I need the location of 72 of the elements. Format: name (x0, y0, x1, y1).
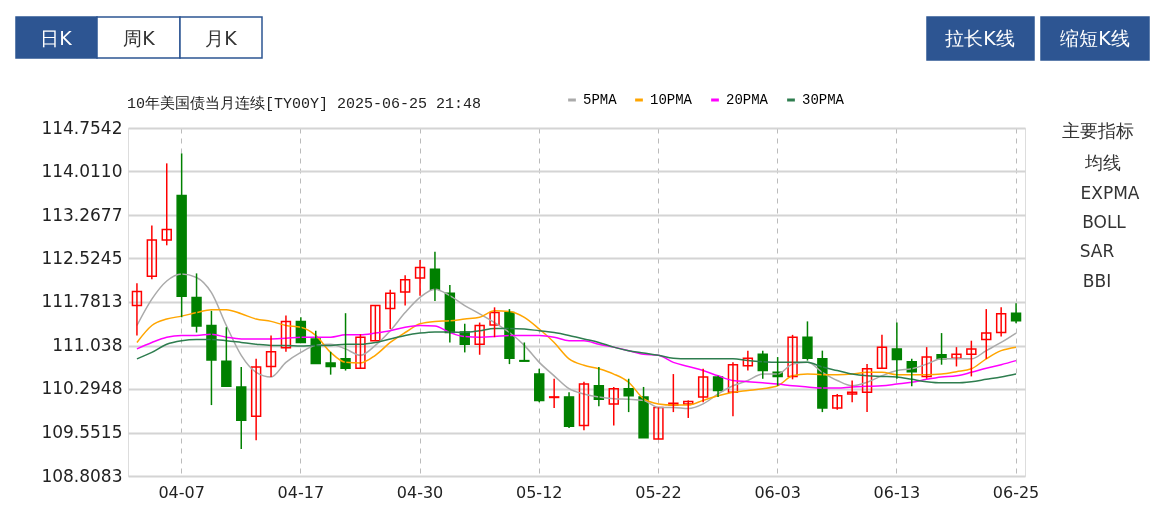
y-tick-label: 111.7813 (41, 291, 123, 312)
text: 主要指标 (1062, 120, 1134, 141)
candlestick (146, 224, 158, 280)
candlestick (981, 308, 992, 360)
x-tick-label: 04-07 (158, 482, 205, 502)
legend-label: 30PMA (802, 92, 845, 108)
text: BOLL (1082, 212, 1127, 232)
candlestick (131, 282, 143, 337)
candlestick (519, 341, 530, 362)
candlestick (489, 306, 500, 338)
x-tick-label: 05-12 (516, 482, 563, 502)
text: 均线 (1084, 152, 1121, 173)
candlestick (727, 361, 739, 417)
candlestick (623, 377, 634, 413)
y-tick-label: 112.5245 (41, 248, 123, 268)
y-tick-label: 113.2677 (41, 204, 123, 225)
text: 周K (123, 27, 156, 49)
candlestick (951, 346, 962, 368)
y-tick-label: 111.038 (52, 335, 123, 355)
candlestick (921, 346, 932, 380)
candlestick (697, 368, 709, 403)
y-tick-label: 114.0110 (41, 161, 123, 181)
candlestick (250, 358, 262, 441)
text: 缩短K线 (1060, 27, 1130, 49)
candlestick (414, 259, 426, 297)
x-tick-label: 04-17 (277, 482, 325, 502)
candlestick (876, 334, 888, 369)
text: 日K (40, 27, 73, 49)
candlestick (206, 310, 217, 406)
x-tick-label: 04-30 (396, 482, 444, 502)
x-tick-label: 06-13 (873, 482, 921, 502)
candlestick (861, 363, 873, 413)
candlestick (221, 326, 232, 388)
candlestick (548, 377, 560, 409)
y-tick-label: 114.7542 (41, 117, 123, 138)
legend-label: 10PMA (650, 92, 693, 108)
legend-label: 5PMA (583, 92, 618, 108)
y-tick-label: 110.2948 (41, 378, 123, 399)
candlestick (265, 334, 277, 378)
candlestick (638, 386, 649, 439)
candlestick (846, 379, 858, 403)
candlestick (578, 380, 590, 431)
candlestick (742, 349, 754, 372)
candlestick (280, 314, 292, 353)
y-tick-label: 109.5515 (41, 422, 123, 442)
text: EXPMA (1080, 183, 1140, 203)
candlestick (608, 386, 619, 427)
y-tick-label: 108.8083 (41, 465, 123, 486)
legend-label: 20PMA (726, 92, 769, 108)
candlestick (653, 406, 664, 440)
candlestick (191, 272, 202, 334)
line-series (136, 308, 1017, 406)
candlestick (474, 321, 485, 356)
candlestick (325, 351, 336, 376)
text: BBI (1082, 271, 1112, 291)
candlestick (995, 306, 1007, 338)
x-tick-label: 06-25 (992, 482, 1040, 502)
candlestick (966, 339, 977, 378)
text: 拉长K线 (945, 27, 1015, 49)
candlestick (399, 274, 411, 307)
candlestick (787, 334, 798, 381)
x-tick-label: 05-22 (635, 482, 682, 502)
candlestick (370, 304, 381, 342)
text: 月K (205, 27, 238, 49)
candlestick (802, 320, 813, 362)
x-tick-label: 06-03 (754, 482, 801, 502)
chart-title: 10年美国债当月连续[TY00Y] 2025-06-25 21:48 (127, 95, 482, 113)
candlestick (385, 289, 396, 330)
candlestick (355, 333, 366, 369)
text: SAR (1079, 241, 1115, 261)
candlestick (668, 373, 679, 413)
candlestick (161, 162, 172, 247)
